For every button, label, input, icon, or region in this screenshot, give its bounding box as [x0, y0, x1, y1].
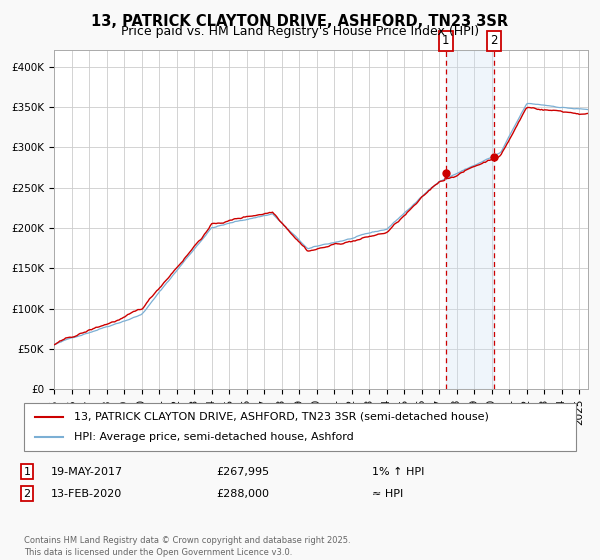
- Text: 2: 2: [490, 34, 497, 47]
- Text: Contains HM Land Registry data © Crown copyright and database right 2025.
This d: Contains HM Land Registry data © Crown c…: [24, 536, 350, 557]
- Bar: [446, 50, 494, 389]
- Text: 1: 1: [442, 34, 449, 47]
- Text: ≈ HPI: ≈ HPI: [372, 489, 403, 499]
- Text: 19-MAY-2017: 19-MAY-2017: [51, 466, 123, 477]
- Text: HPI: Average price, semi-detached house, Ashford: HPI: Average price, semi-detached house,…: [74, 432, 353, 442]
- Text: 1: 1: [23, 466, 31, 477]
- Text: 13-FEB-2020: 13-FEB-2020: [51, 489, 122, 499]
- Text: Price paid vs. HM Land Registry's House Price Index (HPI): Price paid vs. HM Land Registry's House …: [121, 25, 479, 38]
- Text: 13, PATRICK CLAYTON DRIVE, ASHFORD, TN23 3SR: 13, PATRICK CLAYTON DRIVE, ASHFORD, TN23…: [91, 14, 509, 29]
- Text: 1% ↑ HPI: 1% ↑ HPI: [372, 466, 424, 477]
- Text: £267,995: £267,995: [216, 466, 269, 477]
- Text: 13, PATRICK CLAYTON DRIVE, ASHFORD, TN23 3SR (semi-detached house): 13, PATRICK CLAYTON DRIVE, ASHFORD, TN23…: [74, 412, 488, 422]
- Text: 2: 2: [23, 489, 31, 499]
- FancyBboxPatch shape: [24, 403, 576, 451]
- Text: £288,000: £288,000: [216, 489, 269, 499]
